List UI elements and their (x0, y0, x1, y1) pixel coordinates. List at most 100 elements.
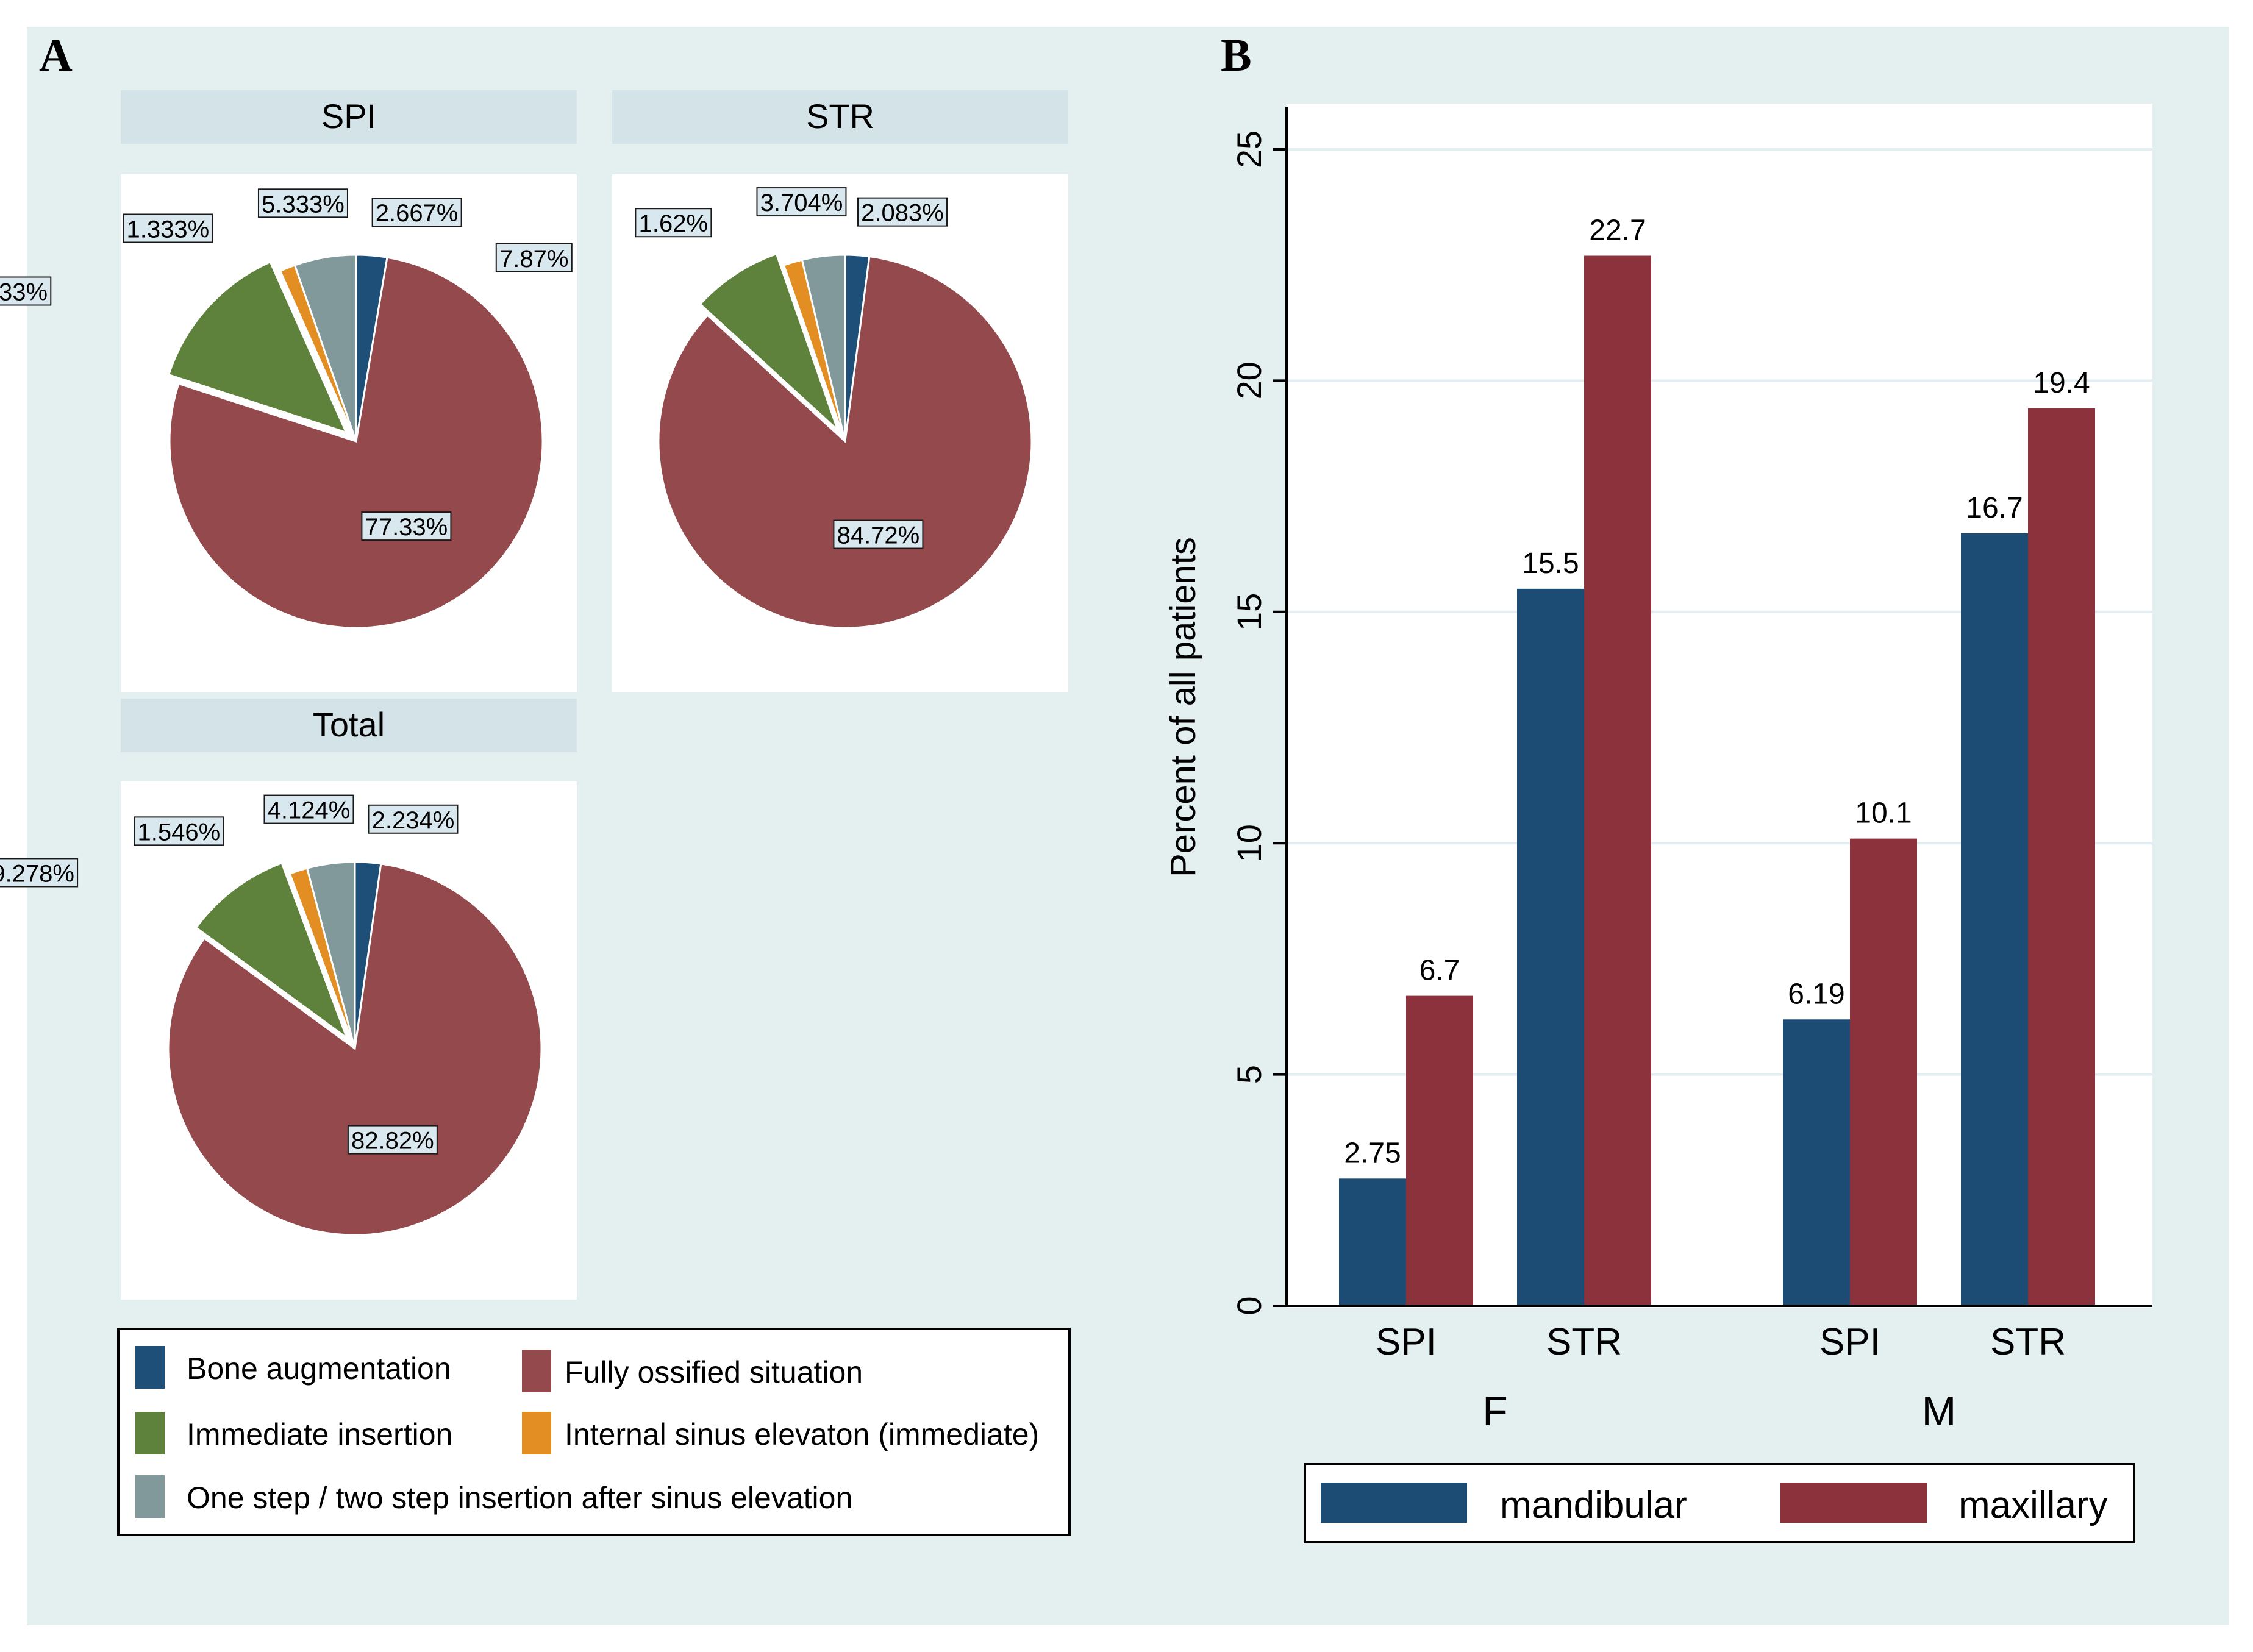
pie-slice-spi-immediate-insertion (167, 260, 348, 434)
bar-y-tick-label-15: 15 (1230, 593, 1268, 631)
pie-label-str-internal-sinus: 1.62% (639, 210, 708, 237)
pie-slice-total-one-two-step (305, 861, 356, 1049)
panel-label-b: B (1221, 30, 1252, 81)
bar-m-str-mandibular (1961, 533, 2028, 1306)
pie-chart-str: STR 2.083% 84.72% 7.87% 1.62% 3.704% (495, 90, 1068, 692)
bar-x-tick-label-f-spi: SPI (1376, 1321, 1437, 1363)
pie-label-box-str-one-two-step (756, 187, 847, 217)
panel-label-a: A (39, 30, 73, 81)
bar-y-tick-label-10: 10 (1230, 824, 1268, 862)
bar-value-label-f-spi-mandibular: 2.75 (1344, 1137, 1401, 1169)
pie-label-box-str-fully-ossified (833, 519, 924, 549)
pie-title-strip-total (121, 699, 577, 752)
pie-label-total-fully-ossified: 82.82% (351, 1128, 434, 1155)
pie-label-box-spi-one-two-step (257, 188, 348, 218)
pie-label-box-spi-internal-sinus (123, 213, 213, 243)
bar-value-label-m-str-maxillary: 19.4 (2033, 367, 2090, 399)
bar-f-str-mandibular (1517, 588, 1584, 1306)
bar-y-tick-label-5: 5 (1230, 1065, 1268, 1084)
bar-x-tick-label-m-spi: SPI (1819, 1321, 1880, 1363)
legend-item-fully-ossified: Fully ossified situation (522, 1350, 863, 1392)
bar-y-tick-label-25: 25 (1230, 130, 1268, 168)
pie-label-box-spi-fully-ossified (361, 511, 452, 541)
pie-title-spi: SPI (321, 97, 376, 135)
pie-label-box-total-one-two-step (263, 794, 354, 824)
bar-axes: 0 5 10 15 20 25 SPI STR F SPI STR M (1230, 107, 2152, 1434)
pie-label-total-bone-augmentation: 2.234% (372, 807, 455, 834)
pie-title-str: STR (806, 97, 874, 135)
pie-label-spi-immediate-insertion: 13.33% (0, 279, 48, 306)
bar-value-label-m-spi-mandibular: 6.19 (1788, 978, 1844, 1010)
pie-panel: SPI 2.667% 77.33% 13.33% 1.333% 5.333% STR 2.08… (0, 90, 1068, 1300)
bar-value-label-f-str-maxillary: 22.7 (1589, 215, 1646, 247)
pie-label-str-bone-augmentation: 2.083% (861, 200, 944, 227)
pie-label-total-immediate-insertion: 9.278% (0, 860, 74, 887)
bar-value-label-m-str-mandibular: 16.7 (1966, 492, 2023, 524)
pie-label-box-spi-bone-augmentation (371, 198, 462, 227)
legend-label-fully-ossified: Fully ossified situation (565, 1355, 863, 1389)
legend-b: mandibular maxillary (1304, 1463, 2135, 1543)
bar-group-label-f: F (1482, 1388, 1508, 1434)
bar-group-label-m: M (1922, 1388, 1957, 1434)
pie-label-str-fully-ossified: 84.72% (837, 522, 920, 549)
legend-swatch-internal-sinus (522, 1412, 551, 1454)
pie-label-spi-one-two-step: 5.333% (262, 191, 345, 218)
bar-x-tick-label-m-str: STR (1990, 1321, 2066, 1363)
legend-item-one-two-step: One step / two step insertion after sinu… (135, 1475, 852, 1518)
bar-m-spi-maxillary (1850, 838, 1917, 1306)
pie-label-box-total-internal-sinus (134, 816, 224, 846)
bar-f-spi-maxillary (1406, 995, 1473, 1306)
pie-slice-str-fully-ossified (657, 255, 1033, 629)
pie-chart-total: Total 2.234% 82.82% 9.278% 1.546% 4.124% (0, 699, 577, 1300)
legend-label-internal-sinus: Internal sinus elevaton (immediate) (565, 1417, 1039, 1451)
pie-label-box-spi-immediate-insertion (0, 276, 52, 306)
bar-y-tick-label-0: 0 (1230, 1296, 1268, 1315)
legend-label-one-two-step: One step / two step insertion after sinu… (187, 1481, 852, 1515)
pie-slice-spi-one-two-step (293, 254, 357, 442)
legend-swatch-maxillary (1780, 1483, 1927, 1523)
pie-label-total-internal-sinus: 1.546% (137, 819, 220, 846)
legend-a: Bone augmentation Fully ossified situati… (117, 1328, 1071, 1536)
bar-value-label-f-spi-maxillary: 6.7 (1419, 955, 1460, 987)
legend-item-internal-sinus: Internal sinus elevaton (immediate) (522, 1412, 1039, 1454)
legend-swatch-bone-augmentation (135, 1346, 165, 1389)
pie-label-spi-bone-augmentation: 2.667% (376, 200, 459, 227)
legend-label-bone-augmentation: Bone augmentation (187, 1351, 451, 1386)
legend-item-bone-augmentation: Bone augmentation (135, 1346, 451, 1389)
pie-label-box-str-bone-augmentation (857, 197, 948, 227)
bar-m-str-maxillary (2028, 408, 2095, 1306)
bar-f-spi-mandibular (1339, 1178, 1406, 1306)
pie-label-str-immediate-insertion: 7.87% (499, 246, 568, 272)
bar-value-label-f-str-mandibular: 15.5 (1522, 547, 1579, 580)
legend-swatch-fully-ossified (522, 1350, 551, 1392)
pie-slice-str-one-two-step (801, 254, 846, 442)
legend-label-maxillary: maxillary (1958, 1484, 2108, 1526)
pie-label-box-total-fully-ossified (347, 1125, 438, 1155)
legend-swatch-mandibular (1321, 1483, 1467, 1523)
pie-label-spi-internal-sinus: 1.333% (127, 216, 210, 243)
pie-label-box-total-immediate-insertion (0, 858, 79, 888)
pie-label-box-str-immediate-insertion (495, 243, 573, 272)
pie-slice-str-immediate-insertion (699, 252, 839, 431)
pie-label-total-one-two-step: 4.124% (268, 797, 351, 824)
legend-label-mandibular: mandibular (1500, 1484, 1687, 1526)
legend-a-box (117, 1328, 1071, 1536)
legend-item-immediate-insertion: Immediate insertion (135, 1412, 452, 1454)
bar-y-tick-label-20: 20 (1230, 361, 1268, 399)
bar-x-tick-label-f-str: STR (1546, 1321, 1622, 1363)
bar-value-label-m-spi-maxillary: 10.1 (1855, 797, 1912, 830)
bar-f-str-maxillary (1584, 255, 1651, 1306)
bar-y-axis-title: Percent of all patients (1163, 537, 1203, 877)
pie-label-str-one-two-step: 3.704% (760, 190, 843, 216)
legend-swatch-one-two-step (135, 1475, 165, 1518)
pie-slice-total-fully-ossified (167, 863, 543, 1236)
bar-chart: 2.75 6.7 15.5 22.7 6.19 10.1 16.7 19.4 0 5 10 15 20… (1163, 104, 2152, 1543)
pie-slice-total-immediate-insertion (195, 861, 349, 1041)
pie-title-total: Total (313, 705, 385, 744)
bar-m-spi-mandibular (1783, 1019, 1850, 1306)
bar-marks: 2.75 6.7 15.5 22.7 6.19 10.1 16.7 19.4 (1339, 215, 2095, 1306)
legend-label-immediate-insertion: Immediate insertion (187, 1417, 452, 1451)
pie-label-box-str-internal-sinus (635, 208, 712, 238)
pie-title-strip-str (612, 90, 1068, 144)
